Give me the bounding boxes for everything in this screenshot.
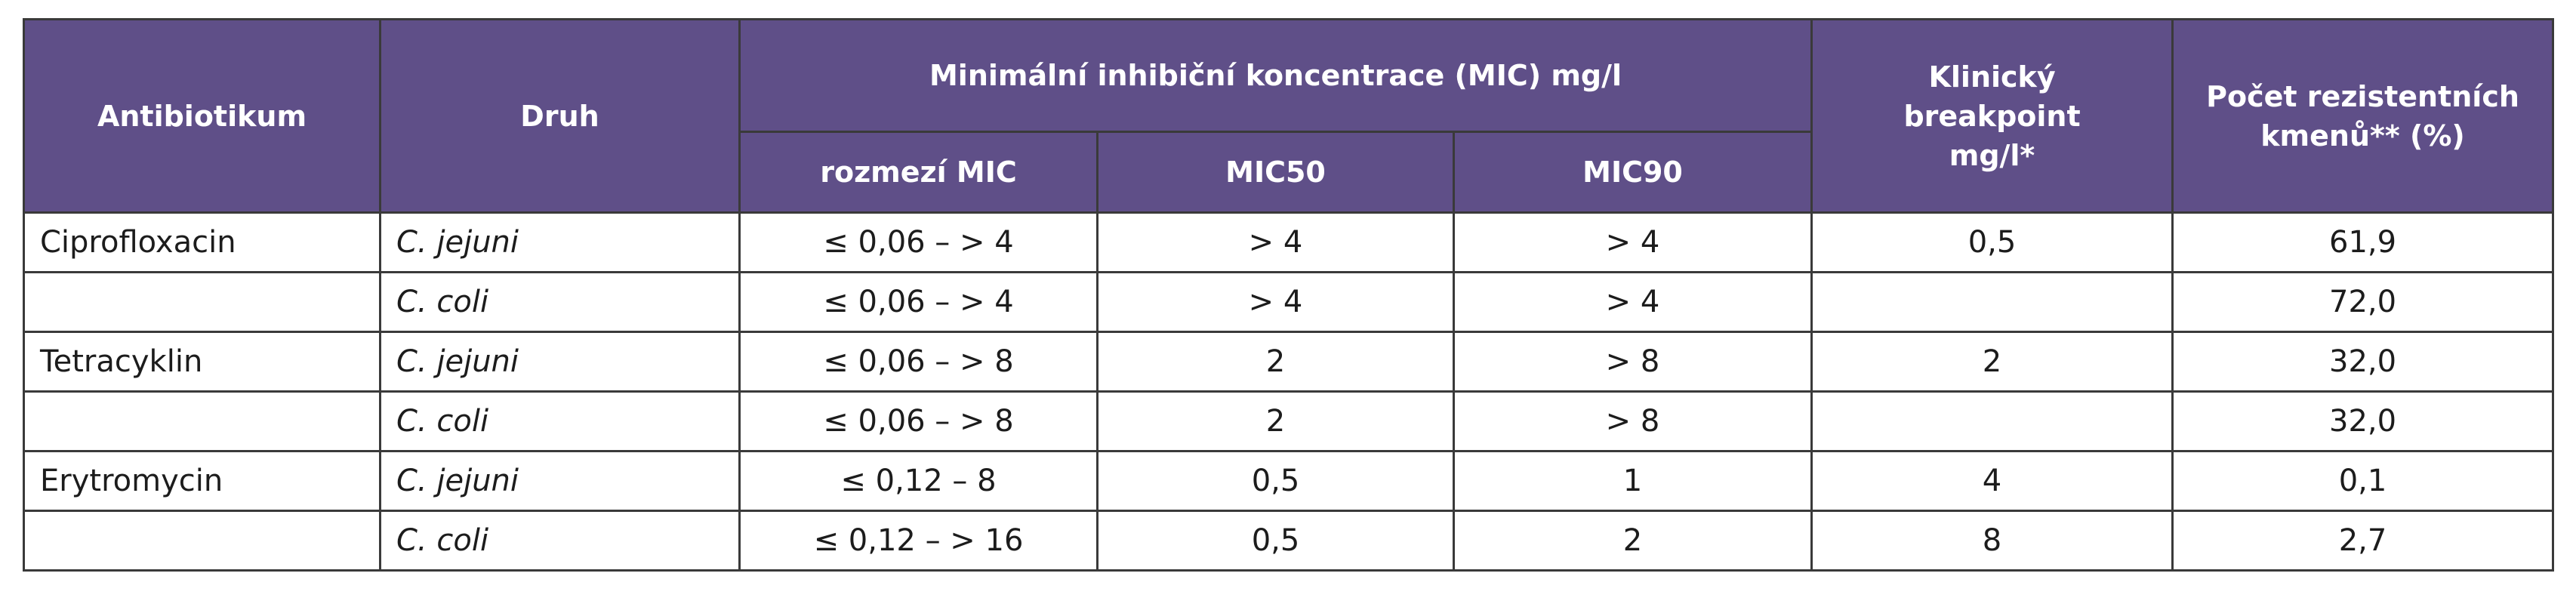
- cell-resistant: 72,0: [2171, 271, 2555, 333]
- header-mic-group: Minimální inhibiční koncentrace (MIC) mg…: [738, 18, 1813, 133]
- cell-mic-range: ≤ 0,06 – > 8: [738, 390, 1098, 452]
- table-row: C. coli ≤ 0,06 – > 4 > 4 > 4 72,0: [23, 271, 2555, 333]
- cell-species: C. coli: [379, 510, 741, 572]
- cell-mic90: > 8: [1452, 331, 1813, 393]
- table-row: C. coli ≤ 0,06 – > 8 2 > 8 32,0: [23, 390, 2555, 452]
- cell-antibiotic: [23, 390, 381, 452]
- cell-species: C. coli: [379, 271, 741, 333]
- cell-species: C. jejuni: [379, 331, 741, 393]
- cell-mic-range: ≤ 0,06 – > 8: [738, 331, 1098, 393]
- cell-species: C. jejuni: [379, 450, 741, 512]
- table-row: C. coli ≤ 0,12 – > 16 0,5 2 8 2,7: [23, 510, 2555, 572]
- cell-breakpoint: [1810, 271, 2174, 333]
- cell-species: C. jejuni: [379, 211, 741, 273]
- header-resistant: Počet rezistentních kmenů** (%): [2171, 18, 2555, 214]
- header-mic50: MIC50: [1096, 131, 1455, 214]
- header-mic-range: rozmezí MIC: [738, 131, 1098, 214]
- table-row: Tetracyklin C. jejuni ≤ 0,06 – > 8 2 > 8…: [23, 331, 2555, 393]
- cell-mic90: > 4: [1452, 211, 1813, 273]
- table-row: Erytromycin C. jejuni ≤ 0,12 – 8 0,5 1 4…: [23, 450, 2555, 512]
- cell-mic90: > 4: [1452, 271, 1813, 333]
- cell-mic50: 2: [1096, 390, 1455, 452]
- cell-antibiotic: Ciprofloxacin: [23, 211, 381, 273]
- mic-table: Antibiotikum Druh Minimální inhibiční ko…: [23, 18, 2555, 572]
- cell-antibiotic: Tetracyklin: [23, 331, 381, 393]
- cell-antibiotic: Erytromycin: [23, 450, 381, 512]
- header-row-sub: rozmezí MIC MIC50 MIC90: [24, 131, 2553, 214]
- cell-breakpoint: 0,5: [1810, 211, 2174, 273]
- cell-mic50: > 4: [1096, 271, 1455, 333]
- cell-breakpoint: 8: [1810, 510, 2174, 572]
- header-breakpoint: Klinický breakpoint mg/l*: [1810, 18, 2174, 214]
- cell-mic90: > 8: [1452, 390, 1813, 452]
- cell-mic50: 2: [1096, 331, 1455, 393]
- cell-mic50: 0,5: [1096, 450, 1455, 512]
- mic-table-container: Antibiotikum Druh Minimální inhibiční ko…: [23, 18, 2555, 572]
- cell-mic-range: ≤ 0,06 – > 4: [738, 271, 1098, 333]
- cell-breakpoint: 4: [1810, 450, 2174, 512]
- cell-resistant: 32,0: [2171, 390, 2555, 452]
- header-mic90: MIC90: [1452, 131, 1813, 214]
- header-antibiotic: Antibiotikum: [23, 18, 381, 214]
- cell-antibiotic: [23, 271, 381, 333]
- cell-breakpoint: 2: [1810, 331, 2174, 393]
- cell-mic-range: ≤ 0,12 – > 16: [738, 510, 1098, 572]
- header-species: Druh: [379, 18, 741, 214]
- cell-resistant: 2,7: [2171, 510, 2555, 572]
- cell-mic90: 2: [1452, 510, 1813, 572]
- table-row: Ciprofloxacin C. jejuni ≤ 0,06 – > 4 > 4…: [23, 211, 2555, 273]
- cell-antibiotic: [23, 510, 381, 572]
- cell-mic90: 1: [1452, 450, 1813, 512]
- cell-mic-range: ≤ 0,12 – 8: [738, 450, 1098, 512]
- cell-resistant: 61,9: [2171, 211, 2555, 273]
- cell-mic50: > 4: [1096, 211, 1455, 273]
- cell-resistant: 0,1: [2171, 450, 2555, 512]
- cell-resistant: 32,0: [2171, 331, 2555, 393]
- header-row-top: Antibiotikum Druh Minimální inhibiční ko…: [23, 18, 2555, 214]
- cell-breakpoint: [1810, 390, 2174, 452]
- cell-mic-range: ≤ 0,06 – > 4: [738, 211, 1098, 273]
- cell-mic50: 0,5: [1096, 510, 1455, 572]
- cell-species: C. coli: [379, 390, 741, 452]
